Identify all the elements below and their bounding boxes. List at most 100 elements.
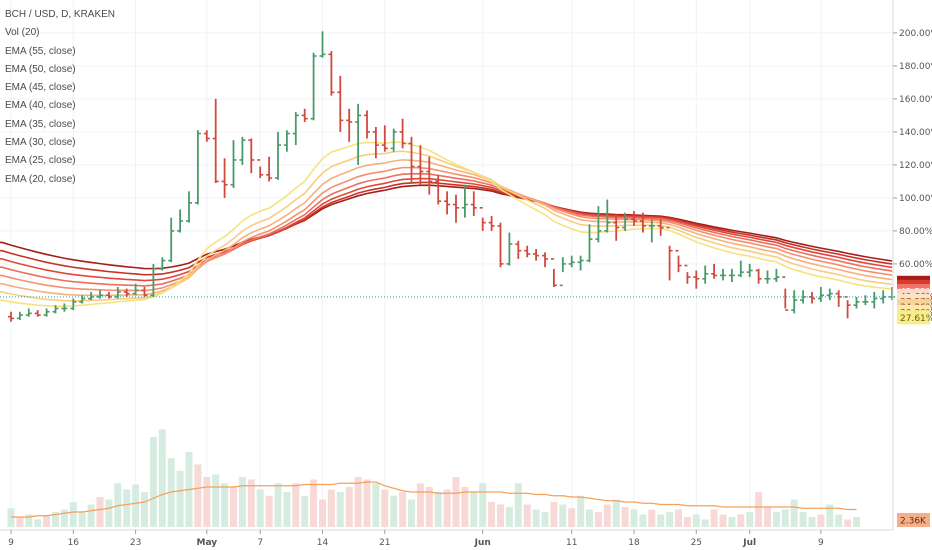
- legend-ema-30[interactable]: EMA (30, close): [5, 137, 76, 149]
- volume-bar: [470, 492, 478, 527]
- legend-ema-35[interactable]: EMA (35, close): [5, 118, 76, 130]
- candle: [639, 212, 646, 233]
- volume-bar: [16, 517, 24, 527]
- volume-bar: [221, 483, 229, 527]
- candle: [702, 265, 709, 284]
- legend-ema-25[interactable]: EMA (25, close): [5, 155, 76, 167]
- volume-bar: [790, 499, 798, 527]
- legend-ema-55[interactable]: EMA (55, close): [5, 45, 76, 57]
- volume-bar: [105, 499, 113, 527]
- x-axis[interactable]: 9 16 23 May 7 14 21 Jun 11 18 25 Jul 9: [0, 529, 893, 548]
- candle: [453, 194, 459, 223]
- candle: [577, 255, 584, 271]
- candle: [88, 291, 95, 301]
- candles: [8, 31, 896, 322]
- volume-bar: [755, 492, 763, 527]
- candle: [461, 184, 468, 218]
- volume-bar: [808, 517, 816, 527]
- candle: [791, 290, 798, 314]
- volume-bar: [372, 483, 380, 527]
- candle: [292, 112, 299, 146]
- candle: [773, 268, 780, 283]
- volume-bar: [479, 483, 487, 527]
- y-tick-label: 140.00%: [899, 128, 932, 138]
- volume-bar: [621, 507, 629, 527]
- candle: [844, 296, 851, 319]
- volume-bar: [568, 508, 576, 527]
- grid-lines: [0, 0, 893, 530]
- volume-bar: [354, 477, 362, 527]
- y-tick-label: 80.00%: [899, 227, 932, 237]
- candle: [52, 305, 59, 314]
- candle: [782, 276, 789, 311]
- candle: [426, 156, 433, 195]
- candle: [194, 130, 201, 205]
- candle: [301, 108, 308, 122]
- y-tick-label: 200.00%: [899, 29, 932, 39]
- volume-bar: [541, 512, 549, 527]
- candle: [809, 291, 815, 304]
- x-tick-label: May: [196, 538, 217, 548]
- ema-badge-label: 27.61%: [900, 314, 932, 324]
- candle: [310, 52, 317, 121]
- candle: [497, 222, 504, 268]
- candle: [159, 257, 166, 271]
- candle: [720, 268, 726, 281]
- volume-bar: [69, 502, 77, 527]
- volume-bar: [87, 504, 95, 527]
- volume-bar: [844, 519, 852, 527]
- x-tick-label: 9: [818, 538, 824, 548]
- candle: [123, 288, 130, 297]
- volume-bar: [60, 509, 68, 527]
- candle: [871, 291, 878, 309]
- volume-bar: [710, 509, 718, 527]
- candle: [675, 249, 682, 273]
- legend-ema-45[interactable]: EMA (45, close): [5, 82, 76, 94]
- legend-ema-50[interactable]: EMA (50, close): [5, 63, 76, 75]
- x-tick-label: 7: [257, 538, 263, 548]
- candle: [177, 209, 184, 233]
- volume-bar: [7, 508, 15, 527]
- x-tick-label: Jun: [474, 538, 491, 548]
- candle: [239, 136, 246, 165]
- y-tick-label: 100.00%: [899, 194, 932, 204]
- candle: [221, 158, 228, 198]
- volume-bar: [692, 514, 700, 527]
- volume-bar: [488, 502, 496, 527]
- candle: [381, 125, 388, 152]
- volume-bar: [292, 483, 300, 527]
- chart-title[interactable]: BCH / USD, D, KRAKEN: [5, 9, 116, 20]
- ema-50-line: [0, 181, 893, 276]
- volume-bar: [826, 504, 834, 527]
- y-axis[interactable]: 200.00% 180.00% 160.00% 140.00% 120.00% 100.0…: [892, 0, 932, 530]
- candle: [559, 257, 566, 287]
- candle: [631, 211, 637, 226]
- candle: [826, 288, 833, 301]
- candle: [595, 206, 602, 243]
- candle: [657, 219, 664, 236]
- volume-bar: [781, 509, 789, 527]
- ema-badge: 27.61%: [897, 310, 932, 325]
- volume-bar: [96, 497, 104, 527]
- x-tick-label: 9: [8, 538, 14, 548]
- candle: [328, 51, 335, 96]
- volume-bar: [657, 514, 665, 527]
- candle: [203, 130, 210, 142]
- volume-bar: [203, 477, 211, 527]
- candle: [693, 270, 700, 289]
- ema-30-line: [0, 159, 893, 297]
- candle: [186, 191, 192, 223]
- legend-vol[interactable]: Vol (20): [5, 27, 40, 39]
- candle: [568, 255, 575, 268]
- volume-bar: [399, 492, 407, 527]
- legend-ema-20[interactable]: EMA (20, close): [5, 173, 76, 185]
- volume-bar: [319, 499, 326, 527]
- candle: [417, 145, 424, 185]
- legend-ema-40[interactable]: EMA (40, close): [5, 100, 76, 112]
- volume-bar: [497, 504, 504, 527]
- volume-badge-bg: [897, 513, 930, 527]
- volume-bar: [381, 489, 389, 527]
- volume-bar: [283, 492, 291, 527]
- volume-bar: [52, 512, 59, 527]
